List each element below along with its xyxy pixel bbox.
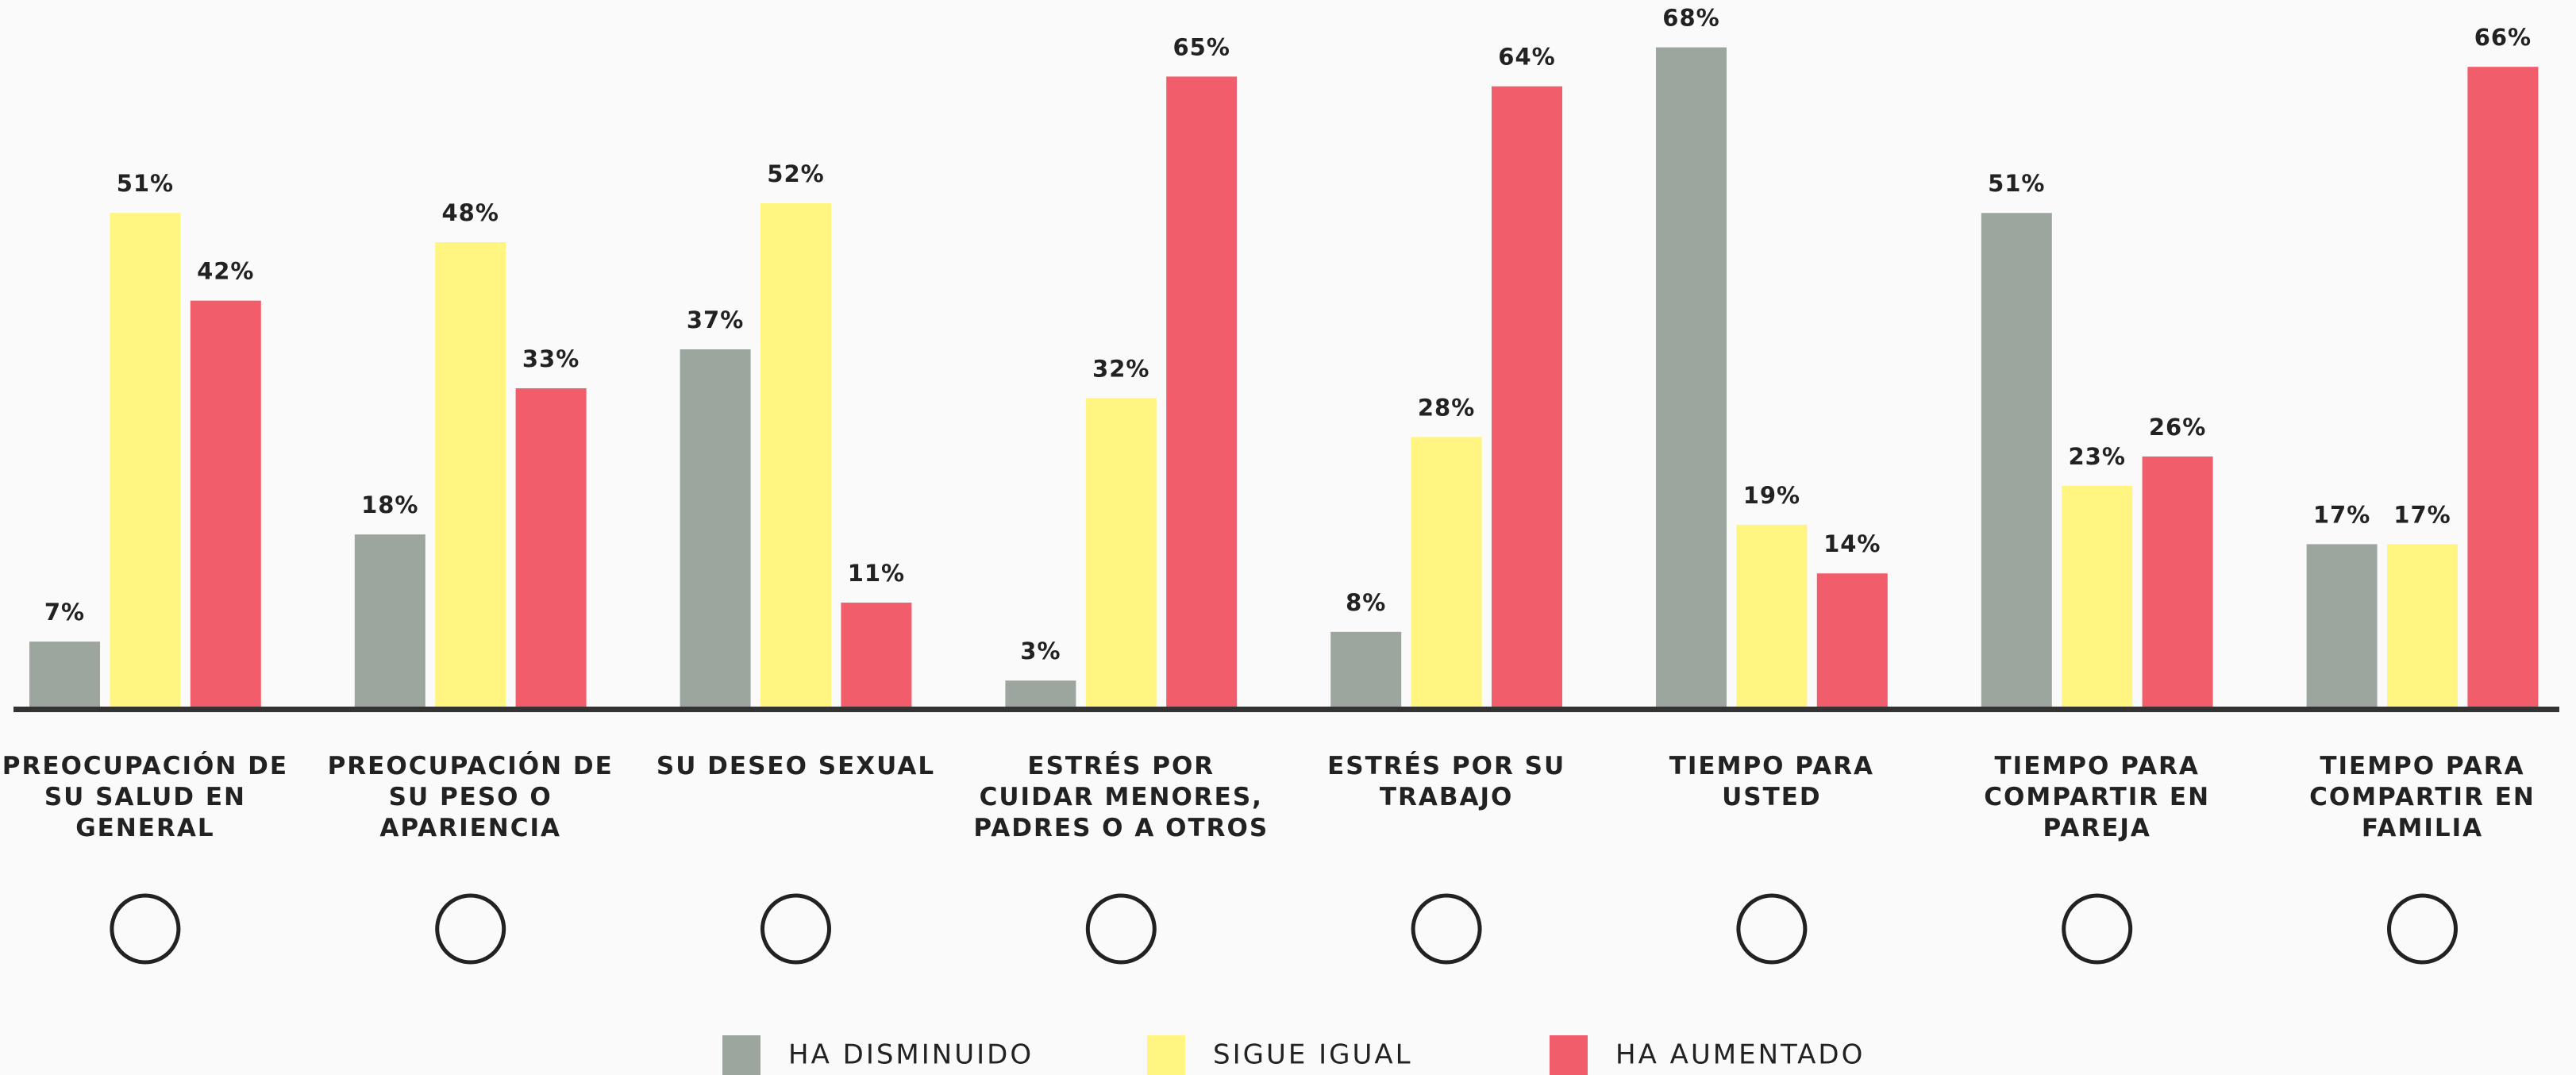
legend-swatch xyxy=(722,1035,760,1075)
category-icon xyxy=(2387,893,2458,965)
bar xyxy=(190,300,261,710)
bar xyxy=(1981,213,2052,711)
value-label: 32% xyxy=(1092,355,1149,382)
bar xyxy=(2306,544,2378,710)
bar xyxy=(1330,631,1402,710)
legend-label: SIGUE IGUAL xyxy=(1213,1039,1413,1071)
bar xyxy=(354,534,425,710)
category-label: ESTRÉS POR CUIDAR MENORES, PADRES O A OT… xyxy=(973,752,1269,842)
bar xyxy=(1166,76,1238,710)
bar xyxy=(841,603,912,710)
value-label: 37% xyxy=(687,306,744,333)
value-label: 17% xyxy=(2313,501,2370,528)
category-icon xyxy=(2062,893,2133,965)
category-icon xyxy=(435,893,506,965)
bar xyxy=(1411,437,1482,710)
bar xyxy=(515,388,587,710)
category-label: TIEMPO PARA USTED xyxy=(1669,752,1875,811)
bar xyxy=(2142,456,2213,710)
value-label: 8% xyxy=(1346,589,1386,616)
bar xyxy=(1816,573,1888,710)
value-label: 7% xyxy=(44,599,85,626)
value-label: 17% xyxy=(2393,501,2451,528)
category-label: TIEMPO PARA COMPARTIR EN FAMILIA xyxy=(2309,752,2536,842)
value-label: 11% xyxy=(848,560,905,587)
bar xyxy=(435,242,506,710)
bar xyxy=(110,213,181,711)
bar xyxy=(1736,524,1808,710)
value-label: 26% xyxy=(2149,414,2206,441)
category-label: PREOCUPACIÓN DE SU SALUD EN GENERAL xyxy=(2,752,288,842)
bar xyxy=(1656,47,1727,710)
category-label: SU DESEO SEXUAL xyxy=(656,752,936,780)
category-icon xyxy=(1085,893,1157,965)
legend-swatch xyxy=(1550,1035,1588,1075)
category-icon xyxy=(1411,893,1482,965)
value-label: 14% xyxy=(1823,530,1881,557)
value-label: 23% xyxy=(2068,443,2125,470)
bar xyxy=(1005,680,1076,710)
value-label: 64% xyxy=(1498,44,1555,71)
value-label: 28% xyxy=(1418,394,1475,421)
value-label: 51% xyxy=(1988,170,2045,197)
value-label: 52% xyxy=(767,160,824,187)
bar xyxy=(1492,86,1562,711)
category-icon xyxy=(760,893,831,965)
bar xyxy=(760,202,831,710)
value-label: 18% xyxy=(361,491,418,518)
value-label: 33% xyxy=(522,345,580,372)
category-label: ESTRÉS POR SU TRABAJO xyxy=(1327,752,1566,811)
category-icon xyxy=(110,893,181,965)
bar xyxy=(1085,398,1157,710)
bar xyxy=(29,642,100,710)
value-label: 65% xyxy=(1172,33,1230,60)
category-label: TIEMPO PARA COMPARTIR EN PAREJA xyxy=(1984,752,2211,842)
category-icon xyxy=(1736,893,1808,965)
legend-label: HA AUMENTADO xyxy=(1615,1039,1865,1071)
value-label: 68% xyxy=(1662,5,1719,32)
value-label: 19% xyxy=(1743,482,1800,509)
category-label: PREOCUPACIÓN DE SU PESO O APARIENCIA xyxy=(327,752,614,842)
baseline xyxy=(13,707,2559,712)
bar xyxy=(680,349,751,710)
value-label: 48% xyxy=(441,199,499,226)
legend-label: HA DISMINUIDO xyxy=(788,1039,1034,1071)
value-label: 3% xyxy=(1020,638,1061,665)
value-label: 51% xyxy=(117,170,174,197)
bar xyxy=(2387,544,2458,710)
value-label: 66% xyxy=(2474,24,2532,51)
value-label: 42% xyxy=(197,258,254,285)
bar xyxy=(2467,67,2539,711)
bar xyxy=(2062,485,2133,710)
legend-swatch xyxy=(1147,1035,1185,1075)
